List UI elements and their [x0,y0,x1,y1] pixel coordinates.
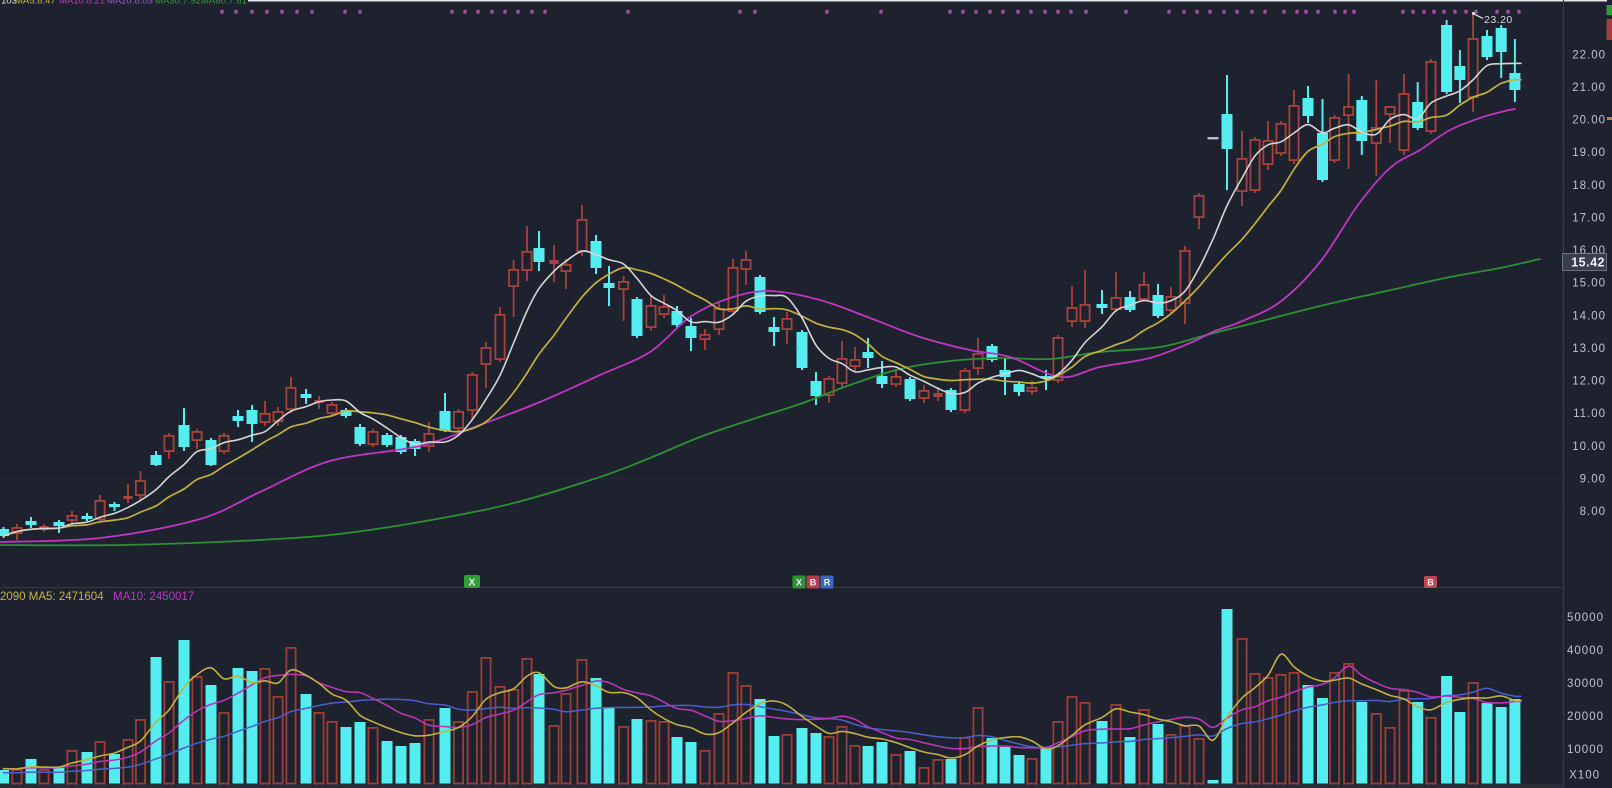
svg-text:8.00: 8.00 [1580,506,1606,518]
svg-text:X: X [469,578,476,589]
svg-text:14.00: 14.00 [1572,310,1606,322]
svg-text:10000: 10000 [1567,744,1604,756]
svg-text:30000: 30000 [1567,678,1604,690]
svg-text:11.00: 11.00 [1573,408,1606,420]
svg-text:MA5:8.47: MA5:8.47 [15,0,56,7]
svg-text:MA20:8.03: MA20:8.03 [107,0,153,7]
svg-text:B: B [1427,578,1434,588]
svg-text:103: 103 [1,0,17,7]
svg-text:MA60:7.61: MA60:7.61 [201,0,247,7]
svg-text:B: B [810,578,817,588]
svg-text:9.00: 9.00 [1580,474,1606,486]
svg-text:R: R [824,578,831,588]
svg-text:10.00: 10.00 [1572,441,1606,453]
svg-text:MA30:7.92: MA30:7.92 [155,0,201,7]
svg-text:19.00: 19.00 [1572,147,1606,159]
svg-text:23.20: 23.20 [1484,14,1513,26]
svg-text:21.00: 21.00 [1572,82,1606,94]
svg-text:15.00: 15.00 [1572,278,1606,290]
svg-text:22.00: 22.00 [1572,49,1606,61]
svg-text:50000: 50000 [1567,612,1604,624]
svg-text:40000: 40000 [1567,645,1604,657]
svg-text:MA10:8.21: MA10:8.21 [59,0,105,7]
svg-text:X: X [796,578,802,588]
svg-text:2090 MA5: 2471604: 2090 MA5: 2471604 [0,591,104,603]
svg-text:X100: X100 [1569,770,1600,782]
svg-text:13.00: 13.00 [1572,343,1606,355]
svg-text:20.00: 20.00 [1572,115,1606,127]
svg-text:20000: 20000 [1567,711,1604,723]
svg-text:17.00: 17.00 [1572,212,1606,224]
svg-text:18.00: 18.00 [1572,180,1606,192]
svg-text:15.42: 15.42 [1571,256,1605,270]
svg-text:MA10: 2450017: MA10: 2450017 [113,591,194,603]
svg-text:12.00: 12.00 [1572,376,1606,388]
